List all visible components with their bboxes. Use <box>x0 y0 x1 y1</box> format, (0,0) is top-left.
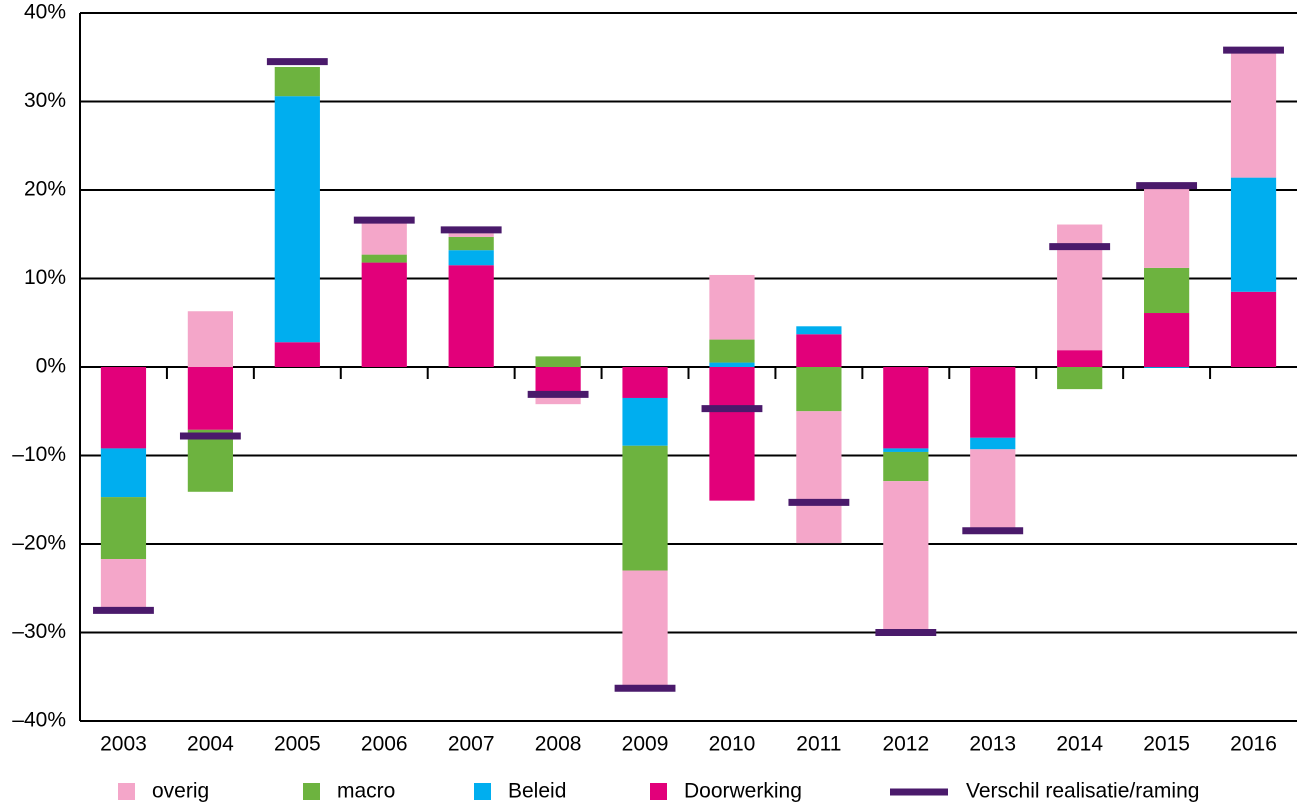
x-tick-label: 2004 <box>187 733 234 756</box>
bar-segment <box>883 448 929 452</box>
y-tick-label: –10% <box>12 443 66 466</box>
bar-segment <box>187 311 233 367</box>
bar-segment <box>1144 186 1190 268</box>
legend-label: overig <box>152 780 209 803</box>
x-tick-label: 2006 <box>361 733 408 756</box>
bar-segment <box>709 362 755 367</box>
bar-segment <box>622 570 668 688</box>
bar-segment <box>448 233 494 237</box>
bar-segment <box>970 367 1016 438</box>
bar-segment <box>361 262 407 367</box>
y-tick-label: 30% <box>24 89 66 112</box>
bar-segment <box>187 367 233 430</box>
y-tick-label: –30% <box>12 620 66 643</box>
bar-segment <box>187 429 233 492</box>
x-tick-label: 2012 <box>882 733 929 756</box>
x-tick-label: 2005 <box>274 733 321 756</box>
legend-label: Beleid <box>508 780 566 803</box>
legend-swatch <box>118 783 135 800</box>
bar-segment <box>622 367 668 398</box>
bar-segment <box>883 451 929 482</box>
bar-segment <box>274 66 320 97</box>
y-tick-label: 10% <box>24 266 66 289</box>
bar-segment <box>100 367 147 449</box>
bar-segment <box>1144 267 1190 314</box>
bar-segment <box>1230 52 1277 178</box>
bar-segment <box>1230 291 1277 367</box>
bar-segment <box>361 222 407 255</box>
bar-segment <box>709 339 755 363</box>
bar-segment <box>100 559 147 608</box>
x-tick-label: 2003 <box>100 733 147 756</box>
x-tick-label: 2010 <box>709 733 756 756</box>
bar-segment <box>622 445 668 571</box>
bar-segment <box>709 367 755 501</box>
x-tick-label: 2009 <box>622 733 669 756</box>
legend-label: Doorwerking <box>684 780 802 803</box>
legend-label: macro <box>337 780 395 803</box>
bar-segment <box>883 481 929 631</box>
bar-segment <box>535 356 581 367</box>
bar-segment <box>709 274 755 340</box>
bar-segment <box>448 250 494 266</box>
bar-segment <box>535 367 581 392</box>
x-tick-label: 2014 <box>1056 733 1103 756</box>
bar-segment <box>100 497 147 560</box>
bar-segment <box>274 96 320 343</box>
y-tick-label: 20% <box>24 178 66 201</box>
bar-segment <box>796 411 842 544</box>
x-tick-label: 2007 <box>448 733 495 756</box>
bar-segment <box>622 397 668 446</box>
bar-segment <box>970 437 1016 450</box>
x-tick-label: 2008 <box>535 733 582 756</box>
bar-segment <box>1144 313 1190 367</box>
y-tick-label: 40% <box>24 1 66 24</box>
bar-segment <box>1057 367 1103 390</box>
bar-segment <box>796 367 842 412</box>
y-tick-label: 0% <box>36 355 66 378</box>
bar-segment <box>1144 367 1190 368</box>
bar-segment <box>1230 177 1277 292</box>
legend-swatch <box>474 783 491 800</box>
y-tick-label: –20% <box>12 532 66 555</box>
bar-segment <box>448 265 494 367</box>
x-tick-label: 2015 <box>1143 733 1190 756</box>
x-tick-label: 2013 <box>969 733 1016 756</box>
bar-segment <box>448 236 494 251</box>
bar-segment <box>100 448 147 498</box>
bar-segment <box>796 334 842 367</box>
y-tick-label: –40% <box>12 709 66 732</box>
bar-segment <box>274 342 320 367</box>
bar-segment <box>1057 350 1103 367</box>
bar-segment <box>361 254 407 263</box>
legend-label: Verschil realisatie/raming <box>966 780 1199 803</box>
x-tick-label: 2011 <box>796 733 841 756</box>
legend-swatch <box>303 783 320 800</box>
bar-segment <box>796 326 842 335</box>
legend-swatch <box>650 783 667 800</box>
bar-segment <box>970 449 1016 531</box>
bar-segment <box>883 367 929 449</box>
x-tick-label: 2016 <box>1230 733 1277 756</box>
